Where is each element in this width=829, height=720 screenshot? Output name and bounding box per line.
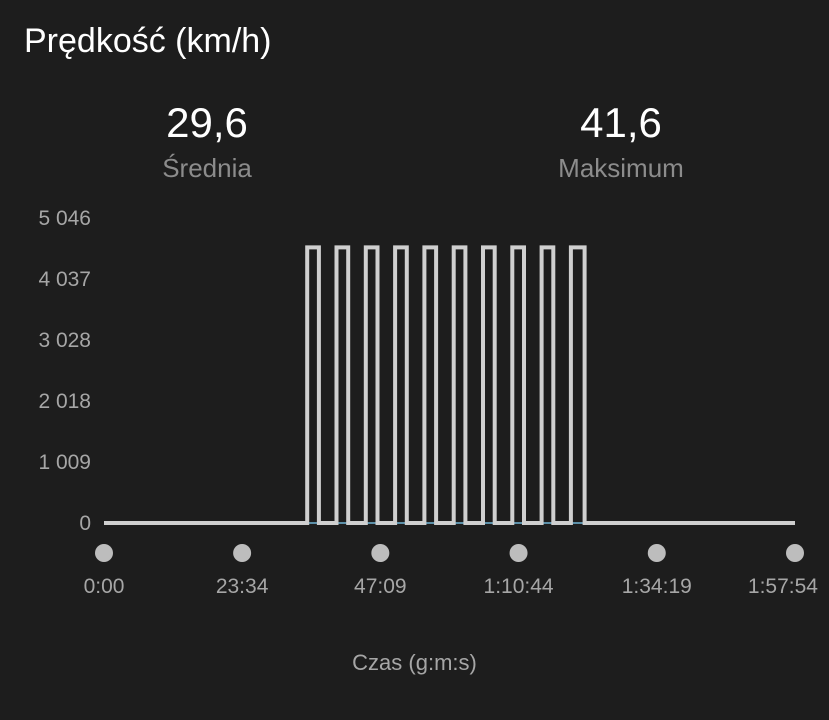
x-tick-label: 23:34 [216, 575, 269, 598]
y-tick-label: 4 037 [38, 268, 91, 291]
x-axis-marker[interactable] [509, 544, 528, 562]
x-axis-marker[interactable] [95, 544, 113, 562]
x-tick-label: 0:00 [84, 575, 125, 598]
average-stat: 29,6 Średnia [87, 98, 327, 186]
y-tick-label: 5 046 [38, 207, 91, 230]
average-label: Średnia [162, 153, 252, 183]
x-axis-marker[interactable] [233, 544, 252, 562]
maximum-stat: 41,6 Maksimum [501, 98, 741, 186]
chart-title: Prędkość (km/h) [24, 22, 272, 60]
x-tick-label: 1:10:44 [484, 575, 554, 598]
y-tick-label: 2 018 [38, 390, 91, 413]
y-tick-label: 0 [79, 512, 91, 535]
x-tick-label: 1:57:54 [748, 575, 818, 598]
x-axis-label: Czas (g:m:s) [352, 650, 477, 675]
x-axis-ticks: 0:00 23:34 47:09 1:10:44 1:34:19 1:57:54 [84, 575, 819, 598]
maximum-label: Maksimum [558, 153, 684, 183]
y-tick-label: 1 009 [38, 451, 91, 474]
x-tick-label: 1:34:19 [622, 575, 692, 598]
y-axis-ticks: 5 046 4 037 3 028 2 018 1 009 0 [38, 207, 91, 535]
x-axis-marker[interactable] [647, 544, 666, 562]
x-tick-label: 47:09 [354, 575, 407, 598]
x-axis-marker[interactable] [786, 544, 804, 562]
x-axis-markers[interactable] [95, 544, 804, 562]
speed-series-line [104, 245, 795, 525]
maximum-value: 41,6 [580, 99, 662, 146]
y-tick-label: 3 028 [38, 329, 91, 352]
speed-chart[interactable]: 5 046 4 037 3 028 2 018 1 009 0 0:00 23:34 47:0… [0, 0, 829, 640]
x-axis-marker[interactable] [371, 544, 390, 562]
average-value: 29,6 [166, 99, 248, 146]
